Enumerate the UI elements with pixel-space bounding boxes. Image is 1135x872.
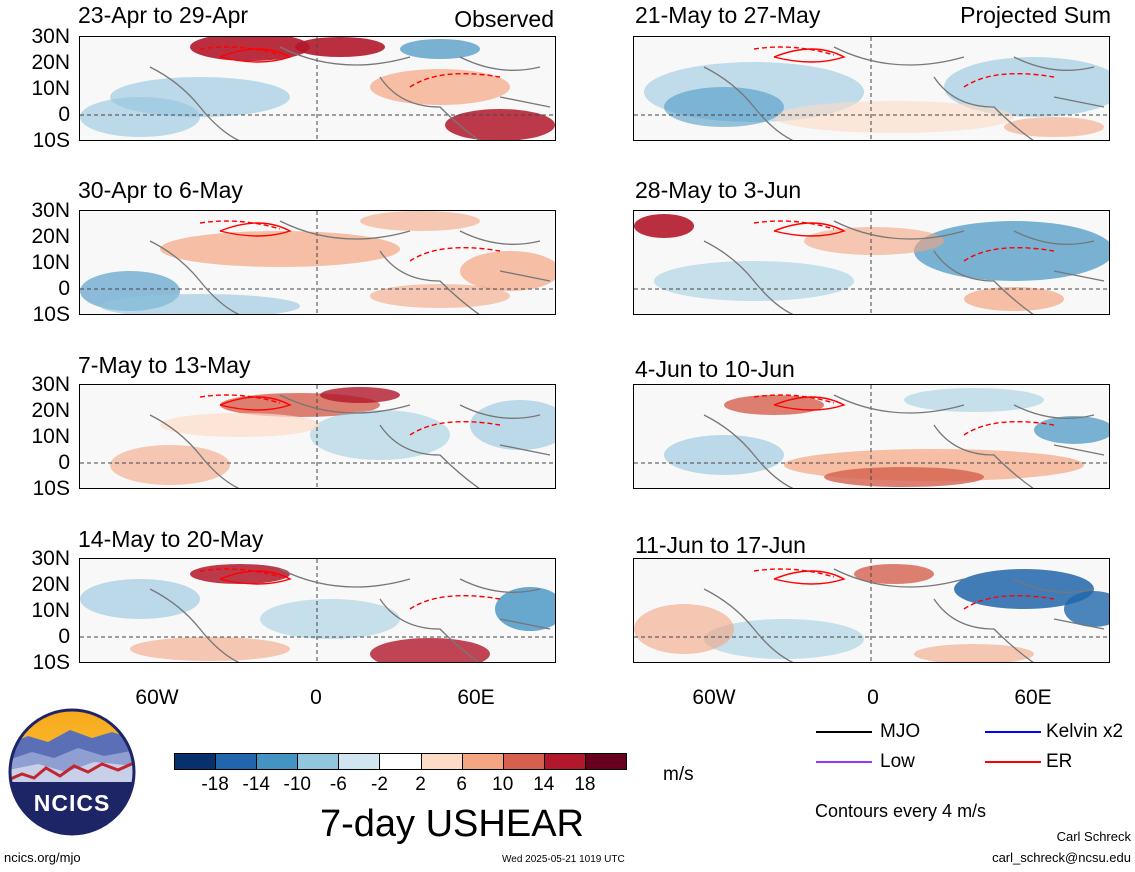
lon-label-60w-left: 60W: [135, 686, 179, 709]
lat-label: 20N: [31, 573, 70, 596]
lat-label: 0: [58, 625, 70, 648]
lat-label: 20N: [31, 225, 70, 248]
colorbar-tick-label: -2: [371, 774, 388, 795]
footer-author: Carl Schreck: [1056, 829, 1131, 844]
projected-label: Projected Sum: [960, 2, 1111, 28]
shear-map-panel: [633, 558, 1110, 663]
shear-map-panel: [79, 384, 556, 489]
colorbar-tick-label: 2: [415, 774, 426, 795]
lat-label: 10S: [32, 477, 70, 500]
lat-label: 30N: [31, 547, 70, 570]
mjo-line-icon: [816, 731, 872, 733]
shear-map-panel: [633, 210, 1110, 315]
colorbar-tick-label: 10: [492, 774, 514, 795]
key-label-kelvin: Kelvin x2: [1046, 721, 1124, 742]
colorbar-swatch: [502, 753, 545, 770]
colorbar-swatch: [256, 753, 299, 770]
panel-title-1: 23-Apr to 29-Apr: [78, 2, 249, 28]
colorbar-tick-label: 14: [533, 774, 555, 795]
lon-label-0-left: 0: [310, 686, 322, 709]
er-line-icon: [985, 761, 1041, 763]
colorbar-swatch: [215, 753, 258, 770]
panel-title-7: 4-Jun to 10-Jun: [635, 356, 795, 382]
key-label-low: Low: [880, 751, 915, 772]
colorbar-swatch: [338, 753, 381, 770]
colorbar-swatch: [461, 753, 504, 770]
lat-label: 30N: [31, 373, 70, 396]
logo-text: NCICS: [33, 790, 111, 816]
footer-timestamp: Wed 2025-05-21 1019 UTC: [502, 854, 625, 865]
panel-title-4: 14-May to 20-May: [78, 526, 264, 552]
colorbar-tick-label: 18: [574, 774, 596, 795]
panel-title-8: 11-Jun to 17-Jun: [635, 532, 806, 558]
colorbar-swatch: [543, 753, 586, 770]
lat-label: 10N: [31, 599, 70, 622]
shear-map-panel: [633, 384, 1110, 489]
shear-map-panel: [79, 558, 556, 663]
footer-email: carl_schreck@ncsu.edu: [992, 850, 1131, 865]
lat-label: 0: [58, 451, 70, 474]
lat-label: 20N: [31, 399, 70, 422]
lat-label: 10S: [32, 651, 70, 674]
lat-label: 10S: [32, 129, 70, 152]
contour-note: Contours every 4 m/s: [815, 801, 987, 821]
footer-url: ncics.org/mjo: [4, 850, 81, 865]
colorbar-swatch: [584, 753, 627, 770]
lat-label: 10S: [32, 303, 70, 326]
ncics-logo-graphic: [8, 708, 136, 836]
colorbar-tick-label: -10: [283, 774, 311, 795]
panel-title-5: 21-May to 27-May: [635, 2, 821, 28]
shear-map-panel: [79, 210, 556, 315]
colorbar-swatch: [420, 753, 463, 770]
observed-label: Observed: [454, 6, 554, 32]
lat-label: 20N: [31, 51, 70, 74]
colorbar: [174, 753, 627, 770]
panel-title-3: 7-May to 13-May: [78, 352, 251, 378]
low-line-icon: [816, 761, 872, 763]
figure-title: 7-day USHEAR: [320, 803, 584, 845]
lon-label-0-right: 0: [867, 686, 879, 709]
shear-map-panel: [79, 36, 556, 141]
lon-label-60w-right: 60W: [692, 686, 736, 709]
panel-title-6: 28-May to 3-Jun: [635, 177, 802, 203]
lat-label: 10N: [31, 251, 70, 274]
kelvin-line-icon: [985, 731, 1041, 733]
key-label-er: ER: [1046, 751, 1073, 772]
lat-label: 10N: [31, 77, 70, 100]
colorbar-swatch: [297, 753, 340, 770]
colorbar-tick-label: 6: [456, 774, 467, 795]
shear-map-panel: [633, 36, 1110, 141]
colorbar-units: m/s: [663, 764, 694, 785]
colorbar-tick-label: -18: [201, 774, 229, 795]
colorbar-tick-label: -6: [329, 774, 347, 795]
lon-label-60e-left: 60E: [457, 686, 495, 709]
lat-label: 0: [58, 277, 70, 300]
lat-label: 30N: [31, 199, 70, 222]
lat-label: 30N: [31, 25, 70, 48]
colorbar-swatch: [379, 753, 422, 770]
lon-label-60e-right: 60E: [1014, 686, 1052, 709]
key-label-mjo: MJO: [880, 721, 921, 742]
panel-title-2: 30-Apr to 6-May: [78, 177, 243, 203]
lat-label: 0: [58, 103, 70, 126]
colorbar-tick-label: -14: [242, 774, 270, 795]
colorbar-swatch: [174, 753, 217, 770]
lat-label: 10N: [31, 425, 70, 448]
ncics-logo: NCICS: [8, 708, 136, 836]
